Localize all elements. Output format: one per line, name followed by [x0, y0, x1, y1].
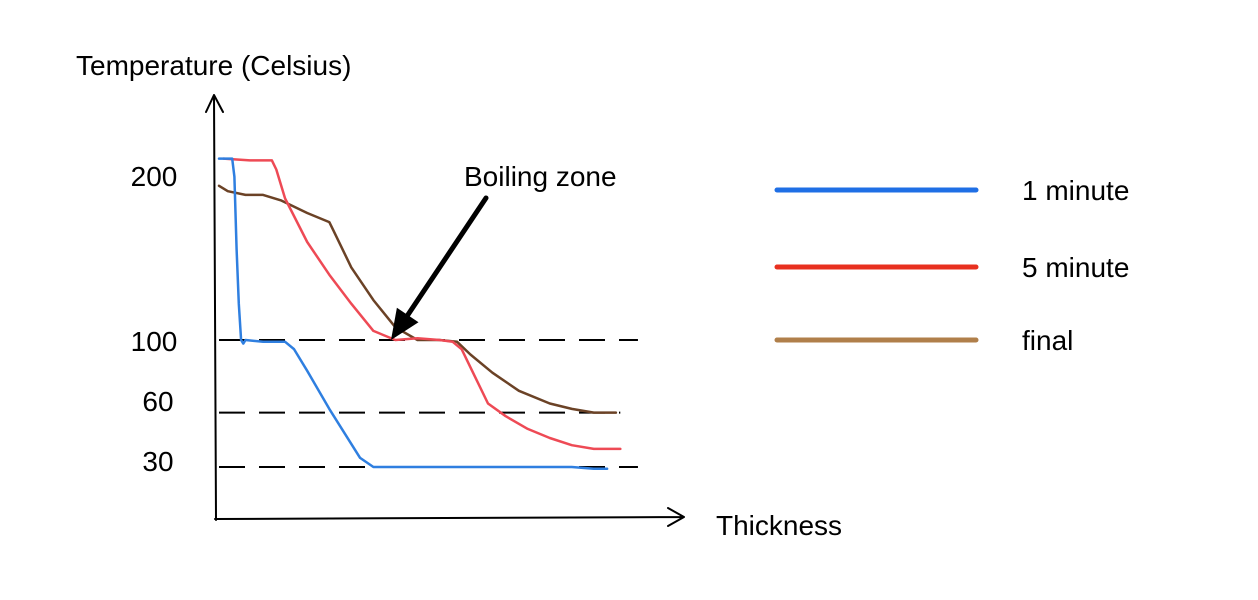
- y-tick-label-30: 30: [142, 446, 173, 477]
- annotation-boiling-zone: Boiling zone: [464, 161, 617, 192]
- y-tick-label-200: 200: [131, 161, 178, 192]
- series-line-1-minute: [217, 157, 609, 471]
- annotation-arrow-head: [391, 307, 419, 340]
- legend-label-1-minute: 1 minute: [1022, 175, 1129, 206]
- y-tick-label-60: 60: [142, 386, 173, 417]
- legend-label-5-minute: 5 minute: [1022, 252, 1129, 283]
- y-axis: [205, 94, 224, 521]
- series-line-5-minute: [222, 157, 622, 451]
- legend-label-final: final: [1022, 325, 1073, 356]
- x-axis: [214, 507, 685, 527]
- x-axis-label: Thickness: [716, 510, 842, 541]
- y-tick-label-100: 100: [131, 326, 178, 357]
- y-axis-label: Temperature (Celsius): [76, 50, 351, 81]
- annotation-arrow: [405, 195, 489, 318]
